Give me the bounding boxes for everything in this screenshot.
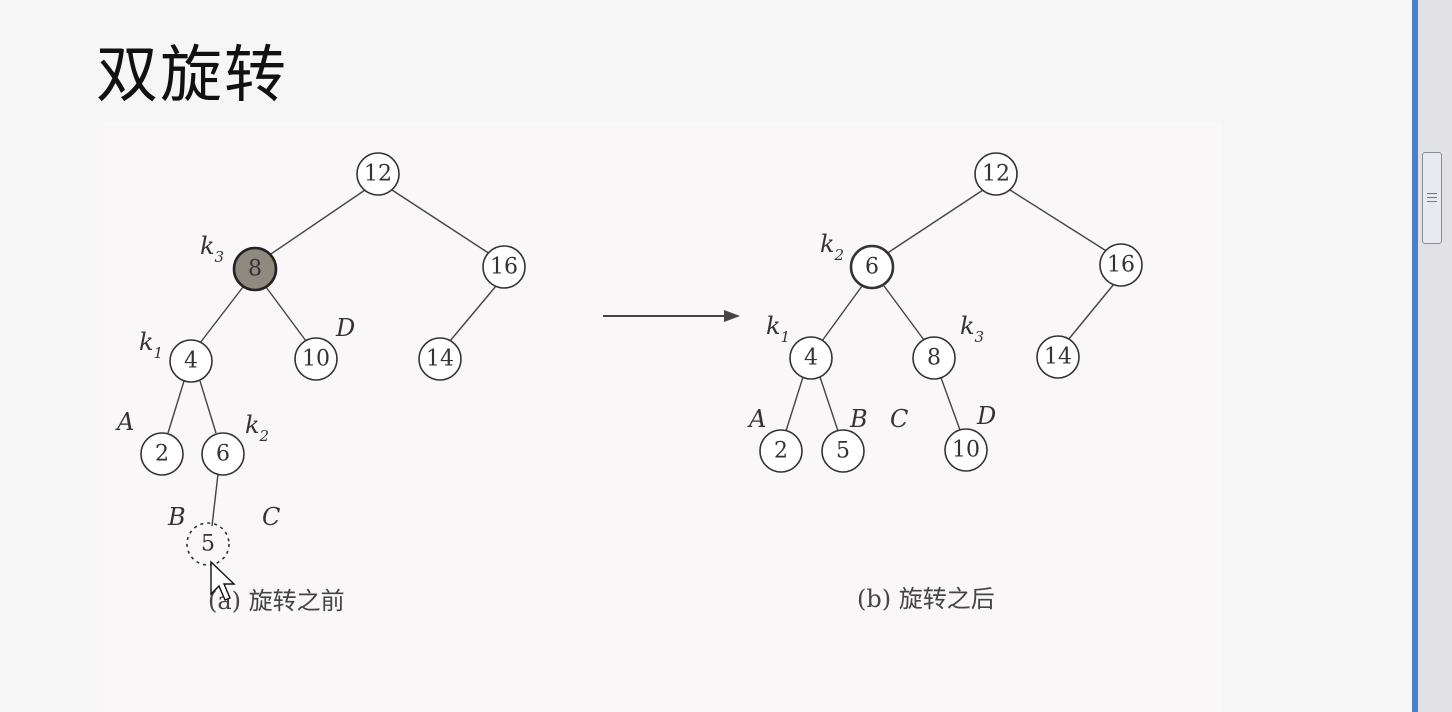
svg-text:6: 6 <box>216 442 230 467</box>
caption-before: (a) 旋转之前 <box>208 587 345 615</box>
tree-before: 12 8 16 4 10 14 <box>115 152 526 615</box>
svg-text:5: 5 <box>836 439 850 464</box>
label-D: D <box>976 402 996 430</box>
label-k2: k2 <box>245 411 269 445</box>
edge-8-4 <box>199 286 244 344</box>
edge-12-8 <box>267 189 366 257</box>
label-k1: k1 <box>766 312 790 346</box>
tree-node: 2 <box>140 432 184 476</box>
edge-6-8 <box>883 285 925 341</box>
label-D: D <box>335 314 355 342</box>
tree-node: 5 <box>821 429 865 473</box>
tree-node: 6 <box>201 432 245 476</box>
slide-title: 双旋转 <box>96 38 289 111</box>
svg-text:8: 8 <box>927 346 941 371</box>
grip-line <box>1427 193 1437 194</box>
edge-4-2 <box>167 380 185 434</box>
svg-text:10: 10 <box>952 438 980 463</box>
label-k1: k1 <box>139 328 163 362</box>
grip-line <box>1427 197 1437 198</box>
tree-node: 2 <box>759 429 803 473</box>
label-C: C <box>890 405 908 433</box>
edge-4-2 <box>785 376 804 432</box>
tree-node: 10 <box>294 337 338 381</box>
rotation-diagram: 12 8 16 4 10 14 <box>115 152 1143 615</box>
svg-text:10: 10 <box>302 347 330 372</box>
edge-16-14 <box>449 285 497 342</box>
tree-node-highlighted: 8 <box>232 246 278 292</box>
figure-background <box>104 122 1222 712</box>
edge-4-6 <box>199 380 217 434</box>
label-C: C <box>262 503 280 531</box>
tree-node: 4 <box>789 336 833 380</box>
tree-node: 14 <box>418 337 462 381</box>
tree-node: 8 <box>912 336 956 380</box>
scrollbar-thumb[interactable] <box>1422 152 1442 244</box>
svg-text:14: 14 <box>426 347 454 372</box>
label-k2: k2 <box>820 230 844 264</box>
svg-text:4: 4 <box>804 346 818 371</box>
edge-16-14 <box>1067 283 1115 341</box>
tree-node: 4 <box>169 339 213 383</box>
label-k3: k3 <box>200 232 224 266</box>
vertical-scrollbar[interactable] <box>1412 0 1452 712</box>
svg-text:4: 4 <box>184 349 198 374</box>
svg-text:5: 5 <box>201 532 215 557</box>
tree-node: 14 <box>1036 335 1080 379</box>
scrollbar-edge <box>1412 0 1418 712</box>
edge-6-4 <box>821 285 863 342</box>
cursor-icon <box>210 560 236 601</box>
edge-4-5 <box>819 376 839 432</box>
edge-8-10 <box>939 374 961 431</box>
svg-text:16: 16 <box>490 255 518 280</box>
label-A: A <box>747 405 766 433</box>
tree-node-bold: 6 <box>849 244 895 290</box>
tree-node: 12 <box>974 152 1018 196</box>
svg-text:2: 2 <box>774 439 788 464</box>
edge-12-6 <box>885 189 984 255</box>
label-B: B <box>849 405 868 433</box>
label-k3: k3 <box>960 312 984 346</box>
slide: 双旋转 12 8 16 <box>96 38 1222 712</box>
tree-node-dashed: 5 <box>186 522 230 566</box>
grip-line <box>1427 201 1437 202</box>
svg-text:12: 12 <box>982 162 1010 187</box>
tree-node: 16 <box>482 245 526 289</box>
tree-node: 10 <box>944 428 988 472</box>
right-arrow-icon <box>603 310 740 322</box>
svg-text:2: 2 <box>155 442 169 467</box>
edge-12-16 <box>1009 189 1109 253</box>
svg-text:14: 14 <box>1044 345 1072 370</box>
label-A: A <box>115 408 134 436</box>
svg-text:12: 12 <box>364 162 392 187</box>
label-B: B <box>167 503 186 531</box>
tree-node: 12 <box>356 152 400 196</box>
caption-after: (b) 旋转之后 <box>857 585 995 613</box>
edge-6-5 <box>211 473 219 527</box>
edge-12-16 <box>391 189 491 255</box>
tree-node: 16 <box>1099 243 1143 287</box>
edge-8-10 <box>265 286 307 342</box>
tree-after: 12 6 16 4 8 14 <box>747 152 1143 613</box>
svg-text:16: 16 <box>1107 253 1135 278</box>
svg-text:8: 8 <box>248 257 262 282</box>
svg-text:6: 6 <box>865 255 879 280</box>
